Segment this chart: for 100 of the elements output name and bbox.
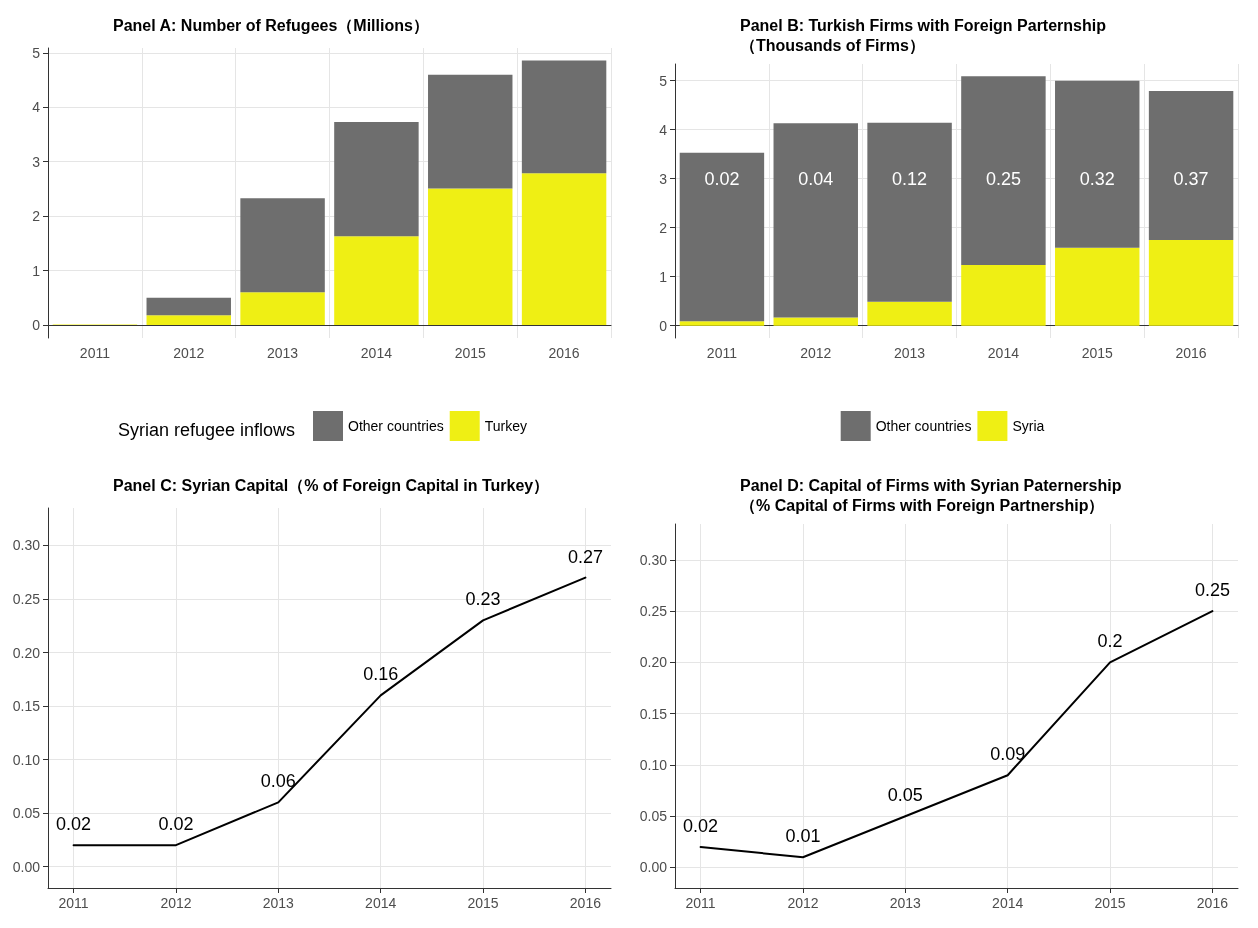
data-label: 0.27 — [567, 546, 603, 567]
chart-title: Panel A: Number of Refugees（Millions） — [113, 16, 429, 35]
bar — [521, 173, 607, 325]
y-tick-label: 0.30 — [639, 551, 668, 568]
bar — [773, 317, 858, 326]
y-tick-label: 0 — [32, 316, 41, 333]
data-label: 0.01 — [785, 826, 821, 847]
x-tick-label: 2011 — [79, 345, 111, 361]
x-tick-label: 2011 — [706, 345, 738, 361]
bar — [334, 122, 419, 237]
annotation: 0.04 — [798, 169, 834, 190]
y-tick-label: 1 — [659, 268, 668, 285]
chart-title: Panel B: Turkish Firms with Foreign Parternship — [740, 16, 1107, 34]
bar — [521, 60, 607, 174]
data-label: 0.06 — [260, 771, 296, 792]
x-tick-label: 2015 — [1081, 345, 1114, 361]
x-tick-label: 2011 — [58, 895, 89, 911]
x-tick-label: 2013 — [267, 345, 299, 361]
annotation: 0.25 — [985, 169, 1021, 190]
y-tick-label: 5 — [659, 72, 668, 89]
bar — [961, 264, 1046, 326]
data-label: 0.23 — [465, 589, 501, 610]
y-tick-label: 0.15 — [639, 705, 668, 722]
y-tick-label: 4 — [659, 121, 668, 138]
y-tick-label: 1 — [32, 262, 41, 279]
bar — [679, 152, 765, 322]
bar — [240, 292, 325, 325]
bar — [961, 76, 1046, 265]
bar — [428, 188, 513, 325]
x-tick-label: 2016 — [569, 895, 602, 911]
y-tick-label: 0.20 — [12, 644, 41, 661]
legend-label: Turkey — [484, 418, 527, 434]
y-tick-label: 0 — [659, 317, 668, 334]
legend-label: Other countries — [348, 418, 444, 434]
bar — [1055, 247, 1140, 326]
bar — [679, 321, 765, 326]
y-tick-label: 0.30 — [12, 537, 41, 554]
legend-label: Syria — [1012, 418, 1045, 434]
y-tick-label: 0.05 — [12, 805, 41, 822]
x-tick-label: 2013 — [262, 895, 295, 911]
x-tick-label: 2014 — [360, 345, 393, 361]
legend-title: Syrian refugee inflows — [117, 420, 295, 440]
chart-title: Panel C: Syrian Capital（% of Foreign Capital in Turkey） — [113, 476, 550, 495]
y-tick-label: 5 — [32, 44, 41, 61]
y-tick-label: 0.20 — [639, 654, 668, 671]
bar — [867, 301, 952, 326]
y-tick-label: 0.25 — [639, 603, 668, 620]
y-tick-label: 3 — [659, 170, 668, 187]
bar — [1055, 80, 1140, 248]
bar — [1148, 239, 1234, 326]
x-tick-label: 2015 — [467, 895, 499, 911]
y-tick-label: 0.25 — [12, 590, 41, 607]
data-label: 0.02 — [56, 814, 92, 835]
legend-label: Other countries — [875, 418, 972, 434]
x-tick-label: 2012 — [173, 345, 205, 361]
bar — [773, 123, 858, 318]
y-tick-label: 0.05 — [639, 808, 668, 825]
data-label: 0.16 — [363, 664, 399, 685]
data-label: 0.09 — [990, 744, 1026, 765]
y-tick-label: 2 — [659, 219, 668, 236]
bar — [1148, 90, 1234, 240]
y-tick-label: 2 — [32, 208, 41, 225]
y-tick-label: 0.00 — [639, 859, 668, 876]
chart-title: Panel D: Capital of Firms with Syrian Paternership — [740, 476, 1122, 494]
bar — [240, 198, 325, 293]
y-tick-label: 3 — [32, 153, 41, 170]
x-tick-label: 2014 — [992, 895, 1024, 911]
annotation: 0.32 — [1079, 169, 1115, 190]
x-tick-label: 2013 — [889, 895, 922, 911]
bar — [146, 297, 231, 316]
y-tick-label: 4 — [32, 99, 41, 116]
data-label: 0.02 — [683, 815, 719, 836]
x-tick-label: 2012 — [787, 895, 819, 911]
y-tick-label: 0.10 — [12, 751, 41, 768]
x-tick-label: 2011 — [685, 895, 716, 911]
bar — [146, 315, 231, 325]
chart-subtitle: （Thousands of Firms） — [740, 36, 925, 55]
x-tick-label: 2015 — [454, 345, 487, 361]
bar — [334, 236, 419, 325]
x-tick-label: 2012 — [160, 895, 192, 911]
data-label: 0.2 — [1097, 631, 1123, 652]
data-label: 0.25 — [1194, 580, 1230, 601]
y-tick-label: 0.10 — [639, 756, 668, 773]
x-tick-label: 2014 — [987, 345, 1020, 361]
data-label: 0.05 — [887, 785, 923, 806]
x-tick-label: 2016 — [1175, 345, 1207, 361]
x-tick-label: 2012 — [800, 345, 832, 361]
bar — [867, 122, 952, 302]
x-tick-label: 2013 — [894, 345, 926, 361]
bar — [428, 74, 513, 189]
x-tick-label: 2015 — [1094, 895, 1126, 911]
annotation: 0.12 — [892, 169, 928, 190]
y-tick-label: 0.00 — [12, 858, 41, 875]
x-tick-label: 2016 — [548, 345, 580, 361]
data-label: 0.02 — [158, 814, 194, 835]
annotation: 0.37 — [1173, 169, 1209, 190]
x-tick-label: 2014 — [365, 895, 397, 911]
y-tick-label: 0.15 — [12, 698, 41, 715]
x-tick-label: 2016 — [1196, 895, 1229, 911]
chart-subtitle: （% Capital of Firms with Foreign Partnership） — [740, 496, 1105, 515]
